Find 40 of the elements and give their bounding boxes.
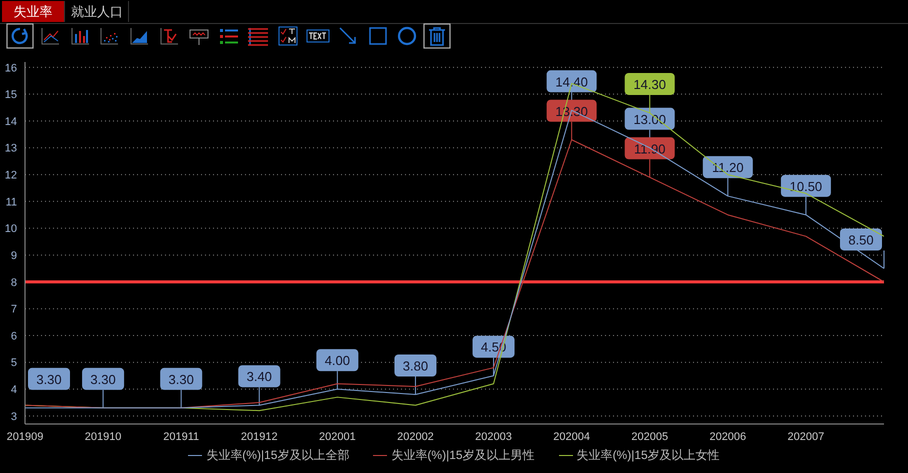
legend-label: 失业率(%)|15岁及以上全部 [206, 447, 350, 464]
y-tick-label: 3 [10, 410, 17, 423]
y-tick-label: 4 [10, 384, 17, 396]
x-tick-label: 201909 [6, 430, 44, 443]
data-label: 10.50 [790, 178, 822, 194]
y-tick-label: 7 [10, 304, 17, 316]
y-tick-label: 10 [4, 223, 17, 236]
x-tick-label: 202004 [553, 430, 590, 443]
y-tick-label: 12 [4, 170, 17, 182]
x-tick-label: 202006 [709, 430, 746, 443]
data-label: 3.30 [36, 372, 62, 387]
legend-label: 失业率(%)|15岁及以上男性 [391, 447, 535, 464]
data-label: 4.00 [324, 353, 350, 368]
y-tick-label: 16 [4, 62, 17, 74]
x-tick-label: 201911 [163, 430, 200, 443]
x-tick-label: 202001 [319, 430, 356, 443]
y-tick-label: 6 [10, 330, 17, 342]
y-tick-label: 8 [10, 276, 17, 289]
text: 失业率 [2, 1, 65, 22]
x-tick-label: 202005 [631, 430, 668, 443]
data-label: 3.40 [246, 369, 272, 384]
x-tick-label: 201910 [84, 430, 122, 443]
y-tick-label: 15 [4, 89, 17, 102]
data-label: 8.50 [848, 232, 874, 248]
y-tick-label: 14 [4, 116, 17, 128]
x-tick-label: 202007 [788, 430, 824, 443]
y-tick-label: 9 [10, 250, 17, 262]
data-label: 3.30 [168, 372, 194, 387]
data-label: 14.40 [555, 74, 588, 90]
y-tick-label: 5 [10, 357, 17, 370]
x-tick-label: 202002 [397, 430, 434, 443]
y-tick-label: 11 [6, 196, 17, 208]
text: 就业人口 [66, 1, 129, 22]
y-tick-label: 13 [4, 142, 17, 155]
legend-label: 失业率(%)|15岁及以上女性 [576, 447, 720, 464]
x-tick-label: 202003 [475, 430, 512, 443]
data-label: 3.30 [90, 372, 116, 387]
data-label: 14.30 [633, 76, 666, 92]
data-label: 3.80 [402, 358, 428, 374]
x-tick-label: 201912 [240, 430, 278, 443]
